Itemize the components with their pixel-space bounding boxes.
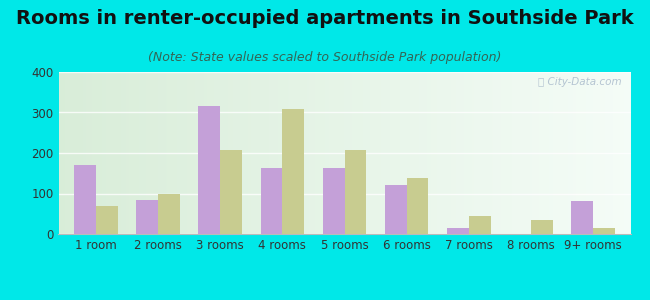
Bar <box>593 228 615 234</box>
Bar <box>407 178 428 234</box>
Bar <box>447 227 469 234</box>
Bar <box>220 150 242 234</box>
Text: Rooms in renter-occupied apartments in Southside Park: Rooms in renter-occupied apartments in S… <box>16 9 634 28</box>
Bar <box>158 194 180 234</box>
Bar <box>198 106 220 234</box>
Bar <box>344 150 366 234</box>
Bar <box>261 168 282 234</box>
Bar <box>571 201 593 234</box>
Bar <box>385 185 407 234</box>
Bar <box>282 109 304 234</box>
Bar <box>74 165 96 234</box>
Bar <box>323 168 345 234</box>
Text: ⓘ City-Data.com: ⓘ City-Data.com <box>538 77 622 87</box>
Bar <box>136 200 158 234</box>
Bar <box>531 220 552 234</box>
Bar <box>469 216 491 234</box>
Legend: Southside Park, Sacramento: Southside Park, Sacramento <box>189 296 500 300</box>
Bar <box>96 206 118 234</box>
Text: (Note: State values scaled to Southside Park population): (Note: State values scaled to Southside … <box>148 51 502 64</box>
